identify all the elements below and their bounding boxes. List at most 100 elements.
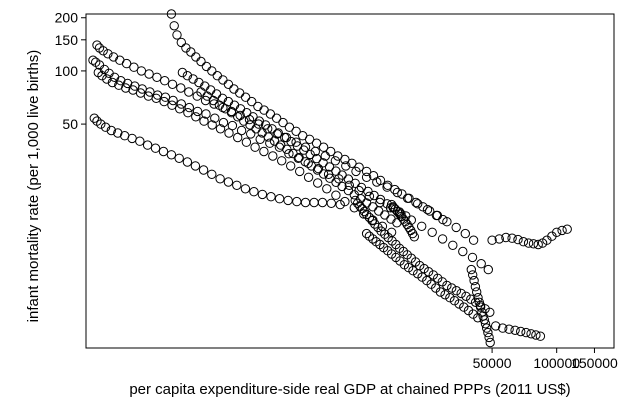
data-point <box>340 154 350 165</box>
data-point <box>215 174 225 184</box>
data-point <box>350 195 360 206</box>
y-tick-label: 200 <box>55 10 79 26</box>
data-point <box>487 235 497 245</box>
data-point <box>190 161 201 171</box>
data-point <box>516 326 526 337</box>
data-point <box>483 327 493 338</box>
data-point <box>368 171 379 181</box>
data-point <box>200 95 211 106</box>
data-point <box>313 163 324 174</box>
data-point <box>103 49 113 59</box>
data-point <box>552 227 562 238</box>
data-point <box>223 79 234 90</box>
data-point <box>361 209 372 220</box>
data-point <box>248 112 258 122</box>
data-point <box>182 157 193 167</box>
data-point <box>218 75 228 85</box>
data-point <box>97 71 107 81</box>
data-point <box>473 293 483 303</box>
data-point <box>364 212 375 223</box>
y-axis-title: infant mortality rate (per 1,000 live bi… <box>25 50 42 323</box>
data-point <box>440 290 450 300</box>
data-point <box>437 234 448 244</box>
data-point <box>186 47 196 57</box>
data-point <box>235 88 245 98</box>
data-point <box>276 140 286 150</box>
data-point <box>182 71 193 81</box>
data-point <box>166 9 177 19</box>
data-point <box>240 184 251 194</box>
data-point <box>291 126 301 137</box>
data-point <box>283 195 293 206</box>
data-point <box>199 116 209 126</box>
data-point <box>251 124 261 134</box>
data-point <box>277 156 287 166</box>
data-point <box>533 239 543 250</box>
data-point <box>368 234 378 244</box>
data-point <box>292 196 302 207</box>
data-point <box>284 149 294 159</box>
data-point <box>198 165 209 175</box>
data-point <box>150 143 161 153</box>
data-point <box>229 84 239 94</box>
data-point <box>291 137 301 147</box>
data-point <box>233 112 243 122</box>
data-point <box>244 114 255 125</box>
data-point <box>160 76 170 86</box>
data-point <box>466 264 476 275</box>
data-point <box>330 156 341 166</box>
data-point <box>374 206 384 216</box>
data-point <box>526 329 536 339</box>
data-point <box>483 264 493 275</box>
data-point <box>142 140 153 150</box>
data-point <box>472 287 482 297</box>
data-point <box>367 216 377 226</box>
data-point <box>191 52 201 62</box>
data-point <box>191 112 201 122</box>
data-point <box>491 321 501 331</box>
data-point <box>468 235 479 245</box>
data-point <box>357 204 367 214</box>
data-point <box>361 228 372 239</box>
data-point <box>383 180 393 191</box>
data-point <box>253 101 263 112</box>
data-point <box>263 132 273 142</box>
data-point <box>448 240 458 251</box>
data-point <box>417 272 427 282</box>
data-point <box>466 294 476 304</box>
data-point <box>480 319 491 329</box>
data-point <box>518 237 529 247</box>
data-point <box>427 227 437 238</box>
data-point <box>311 138 322 148</box>
data-point <box>158 146 169 157</box>
data-point <box>485 337 495 348</box>
data-point <box>363 186 373 197</box>
data-point <box>166 150 177 160</box>
data-point <box>458 246 468 257</box>
data-point <box>208 95 219 106</box>
data-point <box>259 146 269 157</box>
data-point <box>174 153 184 164</box>
data-point <box>368 202 378 212</box>
data-point <box>257 189 268 200</box>
data-point <box>535 331 546 341</box>
data-point <box>343 174 354 184</box>
data-point <box>475 302 486 312</box>
data-point <box>201 109 211 119</box>
y-tick-label: 50 <box>62 116 78 132</box>
data-point <box>232 180 242 191</box>
x-tick-label: 100000 <box>533 355 580 371</box>
data-point <box>235 104 246 114</box>
data-point <box>109 72 120 83</box>
data-point <box>454 299 464 309</box>
data-point <box>494 234 504 244</box>
data-point <box>460 228 470 239</box>
data-point <box>121 83 131 93</box>
data-point <box>324 162 335 172</box>
data-point <box>218 117 229 128</box>
data-point <box>449 296 460 306</box>
data-point <box>176 37 187 48</box>
data-point <box>177 67 188 78</box>
data-point <box>418 202 428 212</box>
data-point <box>322 184 332 194</box>
